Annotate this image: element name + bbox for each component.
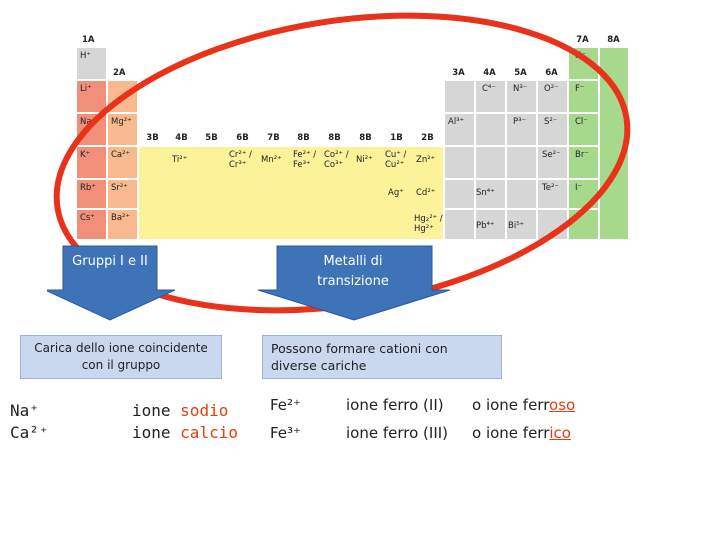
- cell-zn: Zn²⁺: [416, 155, 436, 165]
- cell-c: C⁴⁻: [475, 80, 506, 113]
- cell-cr: Cr²⁺ / Cr³⁺: [229, 150, 252, 170]
- group-header-8b-a: 8B: [297, 133, 310, 143]
- ion-alt-ferrico: o ione ferrico: [472, 422, 571, 444]
- cell-br: Br⁻: [568, 146, 599, 179]
- cell-o: O²⁻: [537, 80, 568, 113]
- group-header-4b: 4B: [175, 133, 188, 143]
- cell-si: [475, 113, 506, 146]
- ion-name-word: sodio: [180, 401, 229, 420]
- cell-al: Al³⁺: [444, 113, 475, 146]
- box-multiple-charges: Possono formare cationi con diverse cari…: [262, 335, 502, 379]
- cell-b: [444, 80, 475, 113]
- cell-f: F⁻: [568, 80, 599, 113]
- cell-ba: Ba²⁺: [107, 209, 138, 240]
- ion-name-ferro-iii: ione ferro (III): [346, 424, 449, 442]
- arrow-transition: [257, 245, 451, 321]
- ion-name-calcio: ione calcio: [132, 422, 238, 444]
- group-header-6b: 6B: [236, 133, 249, 143]
- cell-h-minus: H⁻: [568, 47, 599, 80]
- cell-ca: Ca²⁺: [107, 146, 138, 179]
- group-header-1b: 1B: [390, 133, 403, 143]
- ion-symbol-ca: Ca²⁺: [10, 423, 49, 442]
- ion-symbol-fe2: Fe²⁺: [270, 396, 301, 414]
- cell-be: [107, 80, 138, 113]
- cell-te: Te²⁻: [537, 179, 568, 209]
- group-header-5b: 5B: [205, 133, 218, 143]
- cell-ge: [475, 146, 506, 179]
- group-header-3a: 3A: [452, 68, 465, 78]
- cell-at: [568, 209, 599, 240]
- group-header-7b: 7B: [267, 133, 280, 143]
- alt-name-suffix: oso: [549, 396, 576, 414]
- group-header-2a: 2A: [113, 68, 126, 78]
- label-bi: Bi⁵⁺: [508, 221, 525, 231]
- cell-as: [506, 146, 537, 179]
- cell-ni: Ni²⁺: [356, 155, 373, 165]
- group-header-8b-c: 8B: [359, 133, 372, 143]
- cell-mg: Mg²⁺: [107, 113, 138, 146]
- cell-po: [537, 209, 568, 240]
- cell-n: N³⁻: [506, 80, 537, 113]
- ion-symbol-fe3: Fe³⁺: [270, 424, 301, 442]
- cell-sb: [506, 179, 537, 209]
- cell-cu: Cu⁺ / Cu²⁺: [385, 150, 407, 170]
- arrow-groups-label: Gruppi I e II: [72, 254, 148, 269]
- group-header-3b: 3B: [146, 133, 159, 143]
- label-pb: Pb⁴⁺: [476, 221, 495, 231]
- cell-mn: Mn²⁺: [261, 155, 282, 165]
- cell-cs: Cs⁺: [76, 209, 107, 240]
- ion-name-ferro-ii: ione ferro (II): [346, 396, 444, 414]
- group-header-4a: 4A: [483, 68, 496, 78]
- ion-name-prefix: ione: [132, 401, 181, 420]
- group-header-6a: 6A: [545, 68, 558, 78]
- ion-name-prefix: ione: [132, 423, 181, 442]
- cell-ag: Ag⁺: [388, 188, 404, 198]
- ion-name-word: calcio: [180, 423, 238, 442]
- cell-li: Li⁺: [76, 80, 107, 113]
- group-header-8a: 8A: [607, 35, 620, 45]
- label-sn: Sn⁴⁺: [476, 188, 495, 198]
- group-header-1a: 1A: [82, 35, 95, 45]
- group-header-8b-b: 8B: [328, 133, 341, 143]
- cell-tl: [444, 209, 475, 240]
- ion-name-sodio: ione sodio: [132, 400, 228, 422]
- arrow-transition-label: Metalli di transizione: [317, 254, 389, 289]
- group-header-2b: 2B: [421, 133, 434, 143]
- ion-alt-ferroso: o ione ferroso: [472, 394, 575, 416]
- cell-hg: Hg₂²⁺ / Hg²⁺: [414, 214, 443, 234]
- cell-h-plus: H⁺: [76, 47, 107, 80]
- cell-k: K⁺: [76, 146, 107, 179]
- arrow-groups: [47, 245, 176, 321]
- alt-name-prefix: o ione ferr: [472, 396, 550, 414]
- cell-rb: Rb⁺: [76, 179, 107, 209]
- cell-se: Se²⁻: [537, 146, 568, 179]
- cell-sr: Sr²⁺: [107, 179, 138, 209]
- cell-ga: [444, 146, 475, 179]
- group-header-7a: 7A: [576, 35, 589, 45]
- cell-p: P³⁻: [506, 113, 537, 146]
- cell-i: I⁻: [568, 179, 599, 209]
- cell-in: [444, 179, 475, 209]
- box-group-charge: Carica dello ione coincidente con il gru…: [20, 335, 222, 379]
- cell-cd: Cd²⁺: [416, 188, 436, 198]
- cell-noble-gas: [599, 47, 629, 240]
- cell-cl: Cl⁻: [568, 113, 599, 146]
- cell-ti: Ti²⁺: [172, 155, 188, 165]
- group-header-5a: 5A: [514, 68, 527, 78]
- alt-name-suffix: ico: [549, 424, 571, 442]
- ion-symbol-na: Na⁺: [10, 401, 39, 420]
- cell-s: S²⁻: [537, 113, 568, 146]
- alt-name-prefix: o ione ferr: [472, 424, 550, 442]
- cell-fe: Fe²⁺ / Fe³⁺: [293, 150, 317, 170]
- cell-co: Co²⁺ / Co³⁺: [324, 150, 349, 170]
- cell-na: Na⁺: [76, 113, 107, 146]
